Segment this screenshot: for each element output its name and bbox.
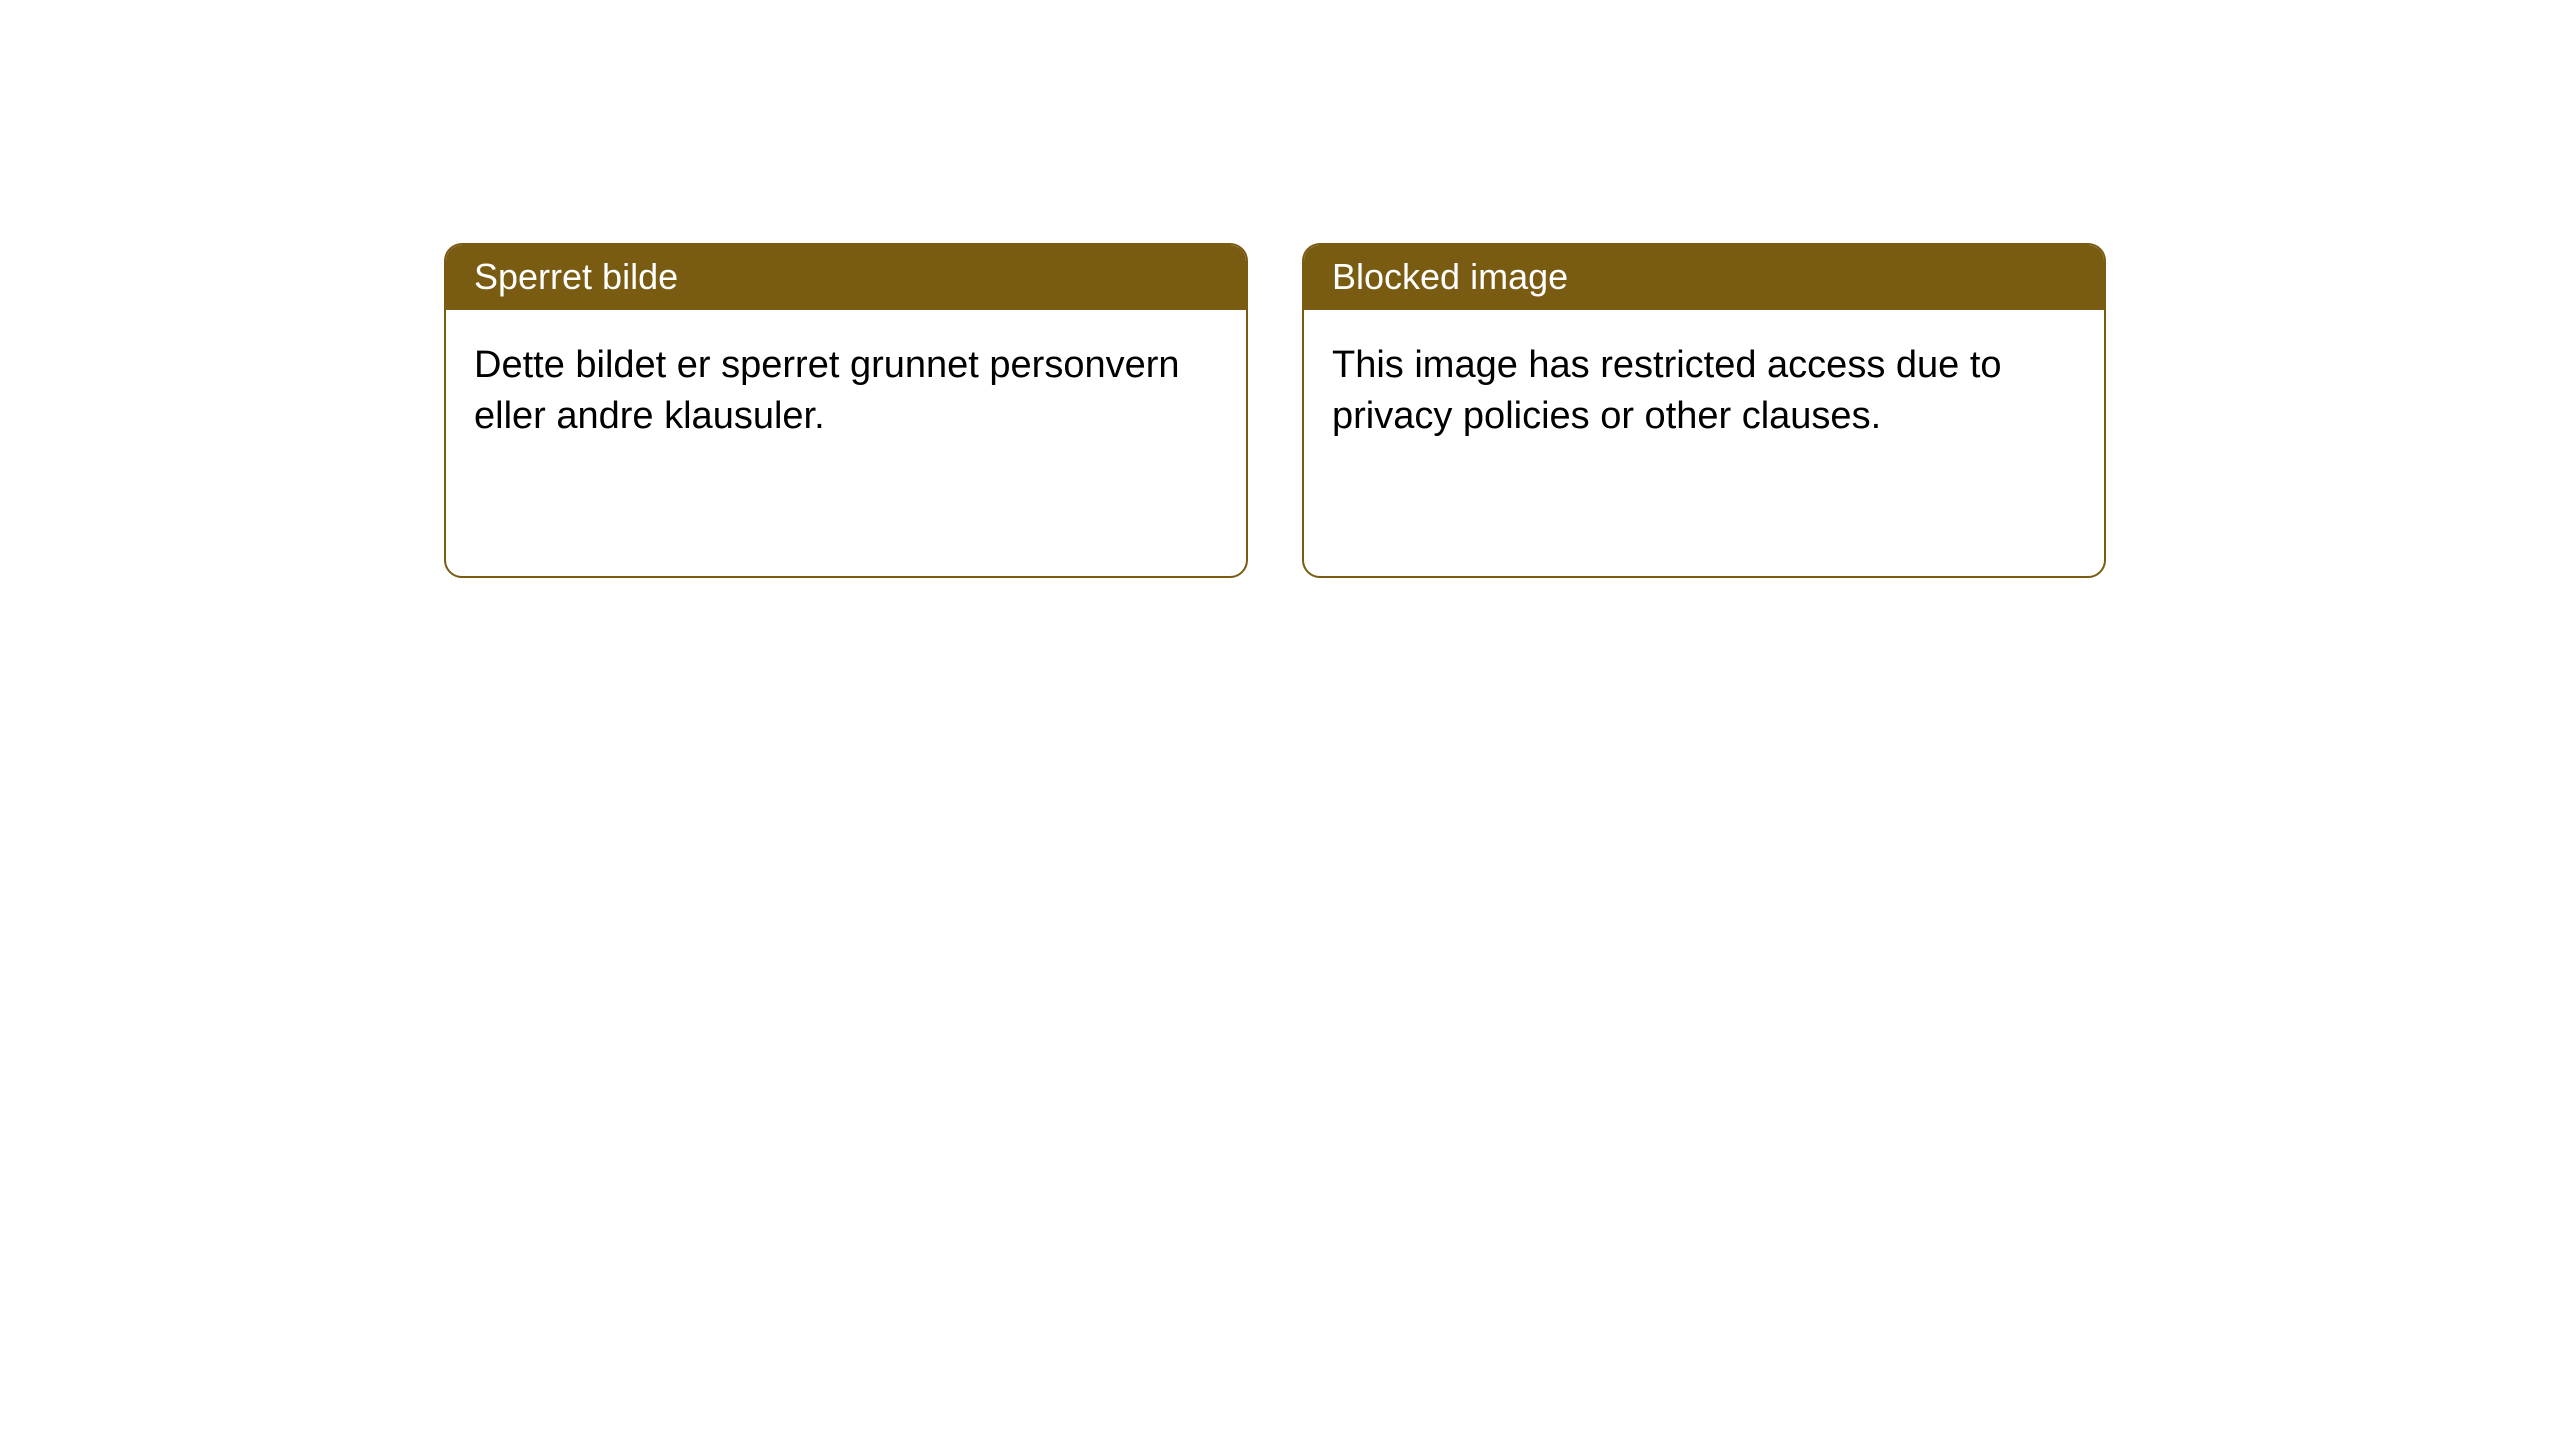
- notice-container: Sperret bilde Dette bildet er sperret gr…: [0, 0, 2560, 578]
- notice-body-english: This image has restricted access due to …: [1304, 310, 2104, 473]
- notice-card-norwegian: Sperret bilde Dette bildet er sperret gr…: [444, 243, 1248, 578]
- notice-card-english: Blocked image This image has restricted …: [1302, 243, 2106, 578]
- notice-title-norwegian: Sperret bilde: [446, 245, 1246, 310]
- notice-body-norwegian: Dette bildet er sperret grunnet personve…: [446, 310, 1246, 473]
- notice-title-english: Blocked image: [1304, 245, 2104, 310]
